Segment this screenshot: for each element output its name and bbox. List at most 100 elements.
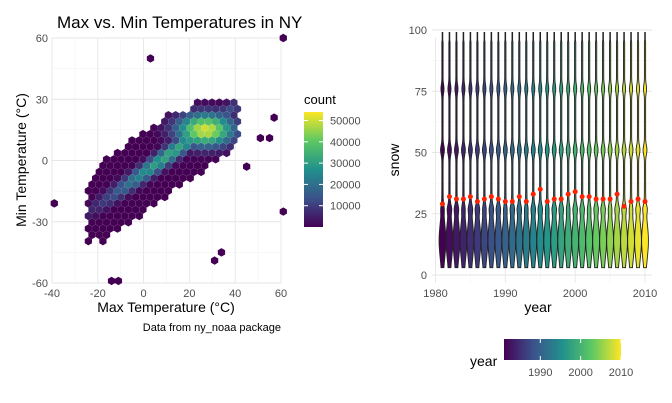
count-tick-label: 20000 [330,179,361,191]
violin-1983 [452,32,461,269]
violin-1985 [466,32,475,269]
mean-point-2008 [628,199,634,204]
x-tick-label: 1980 [423,288,447,300]
violin-2007 [620,32,628,269]
x-axis-label: Max Temperature (°C) [97,299,235,315]
mean-point-2003 [593,196,599,202]
violin-1982 [445,32,454,269]
y-tick-label: 0 [42,156,48,168]
y-tick-label: 25 [415,209,427,221]
count-tick-label: 50000 [330,116,361,128]
y-tick-label: 75 [415,86,427,98]
mean-point-1992 [516,194,522,200]
violin-1997 [550,32,559,269]
hex-cell-outlier [279,33,287,43]
violin-1986 [473,32,482,269]
hex-cell-outlier [217,248,226,257]
mean-point-1995 [537,186,543,192]
x-tick-label: 40 [229,288,241,300]
hex-cell [230,98,238,107]
violin-2001 [578,32,587,269]
count-colorbar [304,112,323,227]
chart-title: Max vs. Min Temperatures in NY [57,13,302,32]
hex-cell-outlier [210,256,219,265]
x-tick-label: 0 [141,288,147,300]
violin-1991 [508,32,517,269]
y-tick-label: 100 [409,25,427,37]
count-legend-title: count [304,92,336,107]
violin-2002 [585,32,593,269]
violin-2000 [571,32,580,269]
mean-point-2006 [614,191,620,197]
mean-point-1994 [530,191,536,197]
violin-2003 [592,32,600,269]
violin-1994 [529,32,538,269]
year-legend-ticks: 1990 2000 2010 [528,339,633,379]
mean-point-1983 [453,196,459,202]
violin-1988 [487,32,496,269]
violin-1993 [522,32,531,269]
mean-point-1998 [558,196,564,202]
hex-cell-outlier [114,276,123,286]
violin-2005 [606,32,614,269]
violin-1981 [438,32,447,269]
y-tick-label: -30 [32,217,48,229]
x-tick-label: 1990 [493,288,517,300]
x-tick-label: 2010 [633,288,657,300]
hex-cell-outlier [279,207,287,216]
mean-point-1982 [446,194,452,200]
hex-cell-outlier [243,162,251,171]
mean-point-1988 [488,194,494,200]
y-tick-label: 60 [36,33,48,45]
violin-1999 [564,32,573,269]
hexbin-cells [50,33,287,286]
y-axis-label: Min Temperature (°C) [13,93,29,227]
hex-cell-outlier [146,54,155,63]
caption: Data from ny_noaa package [143,322,281,334]
mean-point-2000 [572,189,578,195]
mean-point-1997 [551,196,557,202]
year-tick-label: 1990 [528,367,552,379]
violin-1995 [536,32,545,269]
violin-panel: 1980 1990 2000 2010 0 25 50 75 100 year snow yea… [386,25,657,379]
year-colorbar [504,339,621,360]
x-axis-label-year: year [524,299,552,315]
mean-point-1999 [565,191,571,197]
mean-point-1996 [544,199,550,204]
x-tick-label: 60 [275,288,287,300]
hexbin-tick-labels: -40 -20 0 20 40 60 -60 -30 0 30 60 [32,33,287,300]
violin-2006 [613,32,621,269]
violin-1989 [494,32,503,269]
mean-point-2005 [607,196,613,202]
mean-points [439,186,648,209]
mean-point-1990 [502,199,508,204]
violin-2010 [641,32,649,269]
mean-point-1991 [509,199,515,204]
hex-cell-outlier [265,133,274,143]
x-tick-label: -40 [44,288,60,300]
violin-1992 [515,32,524,269]
year-legend-title: year [470,353,498,369]
mean-point-2004 [600,196,606,202]
count-tick-label: 10000 [330,201,361,213]
mean-point-1993 [523,199,529,204]
hex-cell-outlier [107,276,116,286]
mean-point-1987 [481,196,487,202]
violin-1998 [557,32,566,269]
violin-2009 [634,32,642,269]
hex-cell-outlier [270,113,278,122]
y-tick-label: 0 [421,270,427,282]
violin-tick-labels: 1980 1990 2000 2010 0 25 50 75 100 [409,25,658,300]
mean-point-2009 [635,196,641,202]
y-tick-label: 30 [36,94,48,106]
mean-point-1985 [467,194,473,200]
violin-1990 [501,32,510,269]
hex-cell-outlier [50,199,58,208]
mean-point-2001 [579,194,585,200]
x-tick-label: 2000 [563,288,587,300]
year-tick-label: 2000 [568,367,592,379]
violin-1987 [480,32,489,269]
y-tick-label: -60 [32,278,48,290]
hex-cell-outlier [256,133,265,143]
